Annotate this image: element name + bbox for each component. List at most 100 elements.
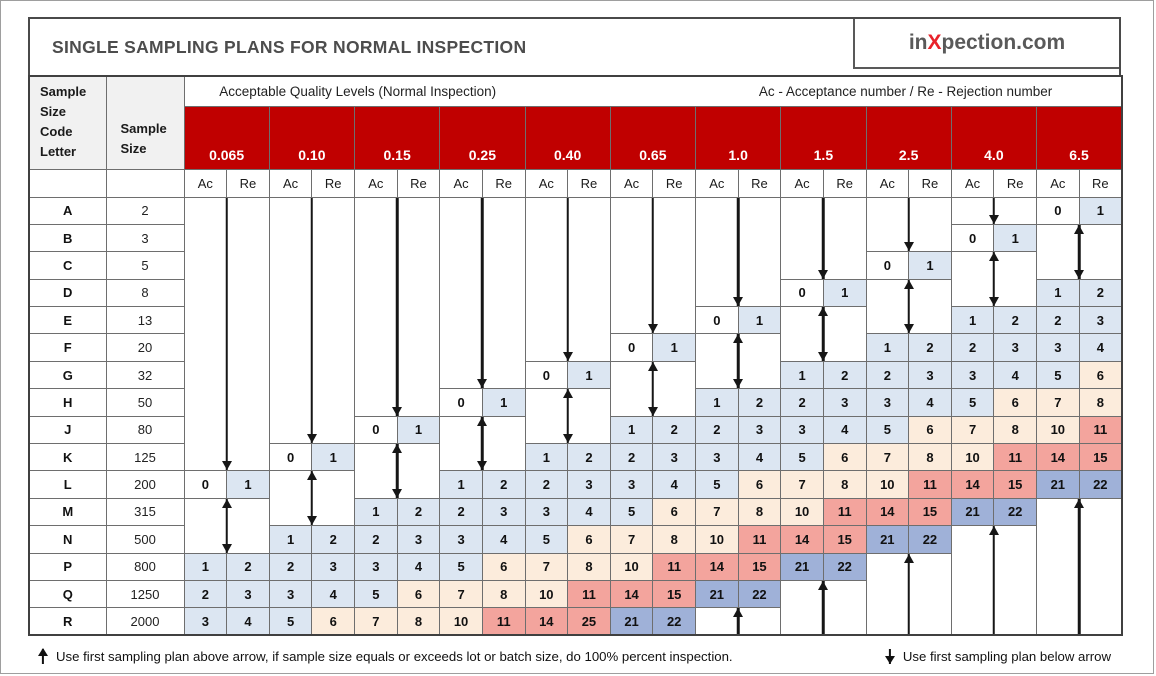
re-value-cell: 3 [481,497,526,527]
ac-value-cell: 5 [950,388,995,417]
up-arrow [782,581,865,635]
re-value-cell: 25 [567,607,611,636]
ac-value-cell: 7 [1036,388,1080,417]
re-value-cell: 2 [822,360,867,390]
up-arrow-cell [1036,497,1123,636]
re-value-cell: 1 [822,278,867,308]
re-value-cell: 15 [1078,443,1123,472]
code-letter-cell: H [28,388,107,417]
re-value-cell: 3 [311,552,355,581]
table-row-N: N 500 1 2 2 3 3 4 5 6 7 8 10 11 14 15 21 22 [28,525,1122,636]
down-arrow-cell [609,196,697,335]
code-letter-cell: B [28,223,107,253]
re-value-cell: 4 [737,443,782,472]
down-arrow-cell [780,196,867,280]
code-letter-subhead-blank [28,168,107,198]
ac-value-cell: 21 [609,607,654,636]
ac-value-cell: 3 [439,525,483,554]
sample-size-cell: 1250 [105,579,185,609]
ac-value-cell: 0 [1036,196,1080,225]
ac-value-cell: 14 [609,579,654,609]
re-value-cell: 22 [908,525,952,554]
down-arrow [611,197,694,333]
ac-label-2.5: Ac [865,168,910,198]
sample-size-cell: 125 [105,443,185,472]
code-letter-cell: K [28,443,107,472]
re-value-cell: 2 [908,333,952,362]
re-value-cell: 8 [652,525,696,554]
ac-value-cell: 14 [780,525,824,554]
up-arrow-cell [694,607,782,636]
re-value-cell: 22 [1078,470,1123,499]
up-arrow-cell [950,525,1038,636]
down-arrow [697,197,780,306]
double-arrow-cell [353,443,441,499]
sample-size-cell: 315 [105,497,185,527]
down-arrow [185,197,268,470]
re-value-cell: 3 [1078,306,1123,335]
ac-label-0.40: Ac [524,168,569,198]
re-value-cell: 15 [822,525,867,554]
down-arrow [356,198,439,416]
ac-value-cell: 10 [1036,415,1080,445]
re-value-cell: 4 [993,360,1037,390]
double-arrow [356,444,439,498]
ac-value-cell: 21 [950,497,995,527]
double-arrow-cell [524,388,611,445]
re-label-6.5: Re [1078,168,1123,198]
re-value-cell: 4 [1078,333,1123,362]
re-value-cell: 4 [567,497,611,527]
logo-text-x: X [927,31,942,54]
table-row-P: P 800 1 2 2 3 3 4 5 6 7 8 10 11 14 15 21 22 [28,552,1122,636]
aql-header-1.0: 1.0 [694,105,782,170]
re-value-cell: 6 [993,388,1037,417]
table-row-G: G 32 0 1 1 2 2 3 3 4 5 6 [28,360,1123,417]
re-value-cell: 1 [993,223,1037,253]
ac-value-cell: 5 [354,579,398,609]
re-value-cell: 4 [481,525,526,554]
ac-value-cell: 10 [439,607,483,636]
re-value-cell: 4 [396,552,441,581]
ac-value-cell: 21 [865,525,910,554]
re-value-cell: 3 [822,388,867,417]
code-letter-cell: R [28,607,107,636]
aql-header-0.15: 0.15 [353,105,441,170]
ac-value-cell: 2 [950,333,995,362]
code-letter-cell: L [28,470,107,499]
re-value-cell: 4 [311,579,355,609]
aql-header-0.65: 0.65 [609,105,697,170]
ac-value-cell: 2 [183,579,228,609]
re-value-cell: 3 [567,470,611,499]
down-arrow-cell [865,196,952,253]
re-value-cell: 3 [396,525,441,554]
ac-value-cell: 7 [780,470,824,499]
code-letter-header: Sample Size Code Letter [28,75,107,170]
ac-value-cell: 1 [439,470,483,499]
re-value-cell: 8 [396,607,441,636]
ac-label-6.5: Ac [1036,168,1080,198]
aql-header-2.5: 2.5 [865,105,952,170]
re-value-cell: 3 [652,443,696,472]
sample-size-cell: 50 [105,388,185,417]
sample-size-cell: 3 [105,223,185,253]
sample-size-cell: 5 [105,251,185,280]
ac-value-cell: 3 [695,443,739,472]
re-value-cell: 11 [822,497,867,527]
ac-value-cell: 7 [439,579,483,609]
re-label-1.0: Re [737,168,782,198]
ac-value-cell: 0 [354,415,398,445]
sample-size-cell: 20 [105,333,185,362]
ac-value-cell: 14 [695,552,739,581]
ac-value-cell: 1 [268,525,313,554]
sample-size-cell: 2000 [105,607,185,636]
aql-header-0.40: 0.40 [524,105,611,170]
up-arrow [1037,499,1121,635]
ac-value-cell: 3 [183,607,228,636]
ac-value-cell: 5 [1036,360,1080,390]
re-value-cell: 2 [652,415,696,445]
logo-text-suffix: pection.com [941,31,1066,54]
re-value-cell: 6 [908,415,952,445]
re-label-0.25: Re [481,168,526,198]
